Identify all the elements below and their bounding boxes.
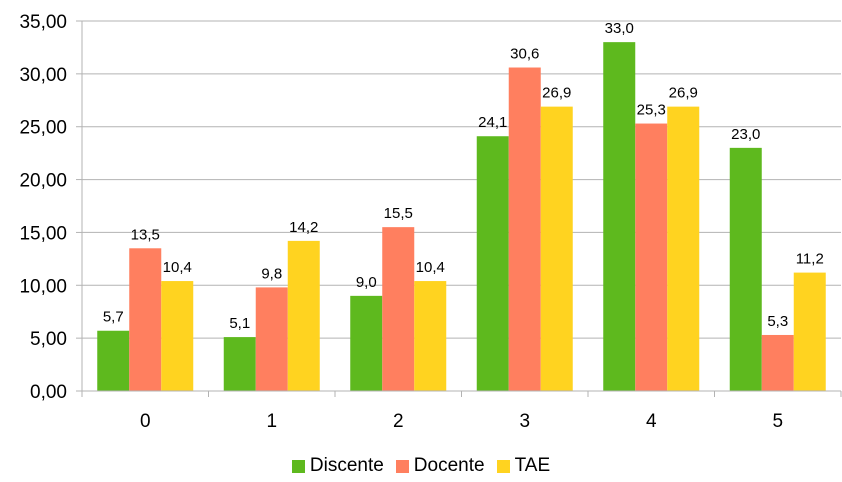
legend-label-docente: Docente (413, 455, 485, 476)
bar-tae-2 (414, 281, 447, 391)
gridlines (82, 20, 841, 392)
data-label: 9,8 (261, 265, 282, 282)
legend-item-tae: TAE (496, 455, 551, 477)
bar-tae-0 (161, 281, 194, 391)
bar-discente-2 (350, 295, 383, 391)
legend: Discente Docente TAE (0, 455, 842, 477)
legend-swatch-tae (496, 459, 510, 473)
bar-docente-2 (382, 227, 415, 391)
legend-swatch-discente (291, 459, 305, 473)
data-label: 24,1 (478, 114, 507, 131)
bar-discente-5 (729, 147, 762, 391)
x-tick-label: 1 (266, 411, 277, 432)
legend-label-discente: Discente (309, 455, 384, 476)
bar-discente-3 (476, 136, 509, 391)
data-label: 5,3 (767, 313, 788, 330)
bar-discente-0 (97, 330, 130, 391)
x-tick-label: 2 (393, 411, 404, 432)
y-tick-label: 30,00 (19, 65, 67, 86)
y-tick-label: 10,00 (19, 276, 67, 297)
bar-docente-5 (761, 334, 794, 391)
bar-tae-3 (540, 106, 573, 391)
x-tick-label: 4 (646, 411, 657, 432)
data-label: 26,9 (669, 85, 698, 102)
bar-docente-4 (635, 123, 668, 392)
data-label: 15,5 (384, 205, 413, 222)
y-tick-label: 35,00 (19, 12, 67, 33)
bars: 5,713,510,45,19,814,29,015,510,424,130,6… (97, 20, 826, 392)
bar-tae-1 (287, 240, 320, 391)
data-label: 5,1 (229, 315, 250, 332)
data-label: 10,4 (416, 259, 445, 276)
data-label: 13,5 (131, 226, 160, 243)
y-tick-label: 5,00 (30, 329, 67, 350)
y-axis: 0,00 5,00 10,00 15,00 20,00 25,00 30,00 35,00 (19, 12, 83, 403)
x-tick-label: 0 (140, 411, 151, 432)
data-label: 14,2 (289, 219, 318, 236)
bar-discente-4 (603, 42, 636, 392)
x-tick-label: 3 (519, 411, 530, 432)
y-tick-label: 15,00 (19, 223, 67, 244)
legend-swatch-docente (395, 459, 409, 473)
data-label: 5,7 (103, 309, 124, 326)
y-tick-label: 0,00 (30, 382, 67, 403)
data-label: 25,3 (637, 102, 666, 119)
data-label: 30,6 (510, 46, 539, 63)
bar-discente-1 (223, 337, 256, 391)
y-tick-label: 25,00 (19, 118, 67, 139)
bar-tae-5 (793, 272, 826, 391)
legend-item-docente: Docente (395, 455, 485, 477)
data-label: 23,0 (731, 126, 760, 143)
x-tick-label: 5 (772, 411, 783, 432)
legend-item-discente: Discente (291, 455, 384, 477)
data-label: 11,2 (796, 251, 824, 268)
x-axis: 0 1 2 3 4 5 (76, 390, 842, 432)
bar-tae-4 (667, 106, 700, 391)
bar-docente-0 (129, 248, 162, 391)
bar-docente-1 (255, 287, 288, 391)
data-label: 33,0 (605, 20, 634, 37)
y-tick-label: 20,00 (19, 171, 67, 192)
bar-chart: 0,00 5,00 10,00 15,00 20,00 25,00 30,00 35,00 5… (19, 12, 842, 432)
bar-docente-3 (508, 67, 541, 391)
data-label: 9,0 (356, 274, 377, 291)
data-label: 26,9 (542, 85, 571, 102)
legend-label-tae: TAE (514, 455, 551, 476)
data-label: 10,4 (163, 259, 192, 276)
